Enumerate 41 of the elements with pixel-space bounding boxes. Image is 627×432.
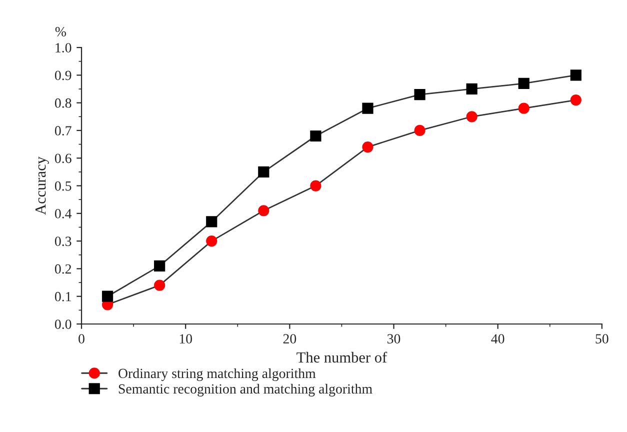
x-tick-label: 50 [596, 334, 608, 344]
x-tick-label: 20 [283, 334, 296, 344]
point [102, 290, 114, 302]
y-tick-label: 0.4 [54, 208, 72, 218]
point [414, 88, 426, 100]
point [310, 180, 322, 192]
y-tick-label: 0.8 [54, 98, 72, 108]
point [518, 78, 530, 90]
x-tick-label: 40 [491, 334, 504, 344]
y-tick-label: 0.6 [54, 154, 72, 164]
x-tick-label: 30 [387, 334, 400, 344]
x-tick-label: 10 [180, 334, 192, 344]
y-tick-label: 0.2 [54, 264, 72, 274]
x-tick-label: 0 [78, 334, 84, 344]
point [362, 141, 374, 153]
y-tick-label: 0.0 [54, 320, 72, 330]
point [518, 102, 530, 114]
y-tick-label: 0.3 [54, 236, 72, 246]
y-axis-title: Accuracy [35, 156, 49, 215]
legend-label: Semantic recognition and matching algorithm [118, 384, 372, 396]
point [154, 260, 166, 272]
text: % [55, 27, 66, 36]
point [414, 124, 426, 136]
x-axis-title: The number of [296, 352, 388, 363]
y-tick-label: 0.9 [54, 70, 72, 80]
y-tick-label: 0.5 [54, 181, 72, 191]
point [570, 94, 582, 106]
legend-label: Ordinary string matching algorithm [118, 368, 316, 381]
point [206, 216, 218, 228]
point [154, 280, 166, 291]
y-tick-label: 0.1 [54, 292, 71, 302]
point [570, 70, 582, 81]
y-tick-label: 1.0 [56, 43, 72, 53]
point [466, 83, 478, 95]
point [466, 111, 478, 122]
point [310, 130, 322, 142]
point [362, 102, 374, 114]
point [206, 236, 218, 247]
y-tick-label: 0.7 [54, 126, 72, 136]
point [258, 205, 270, 216]
point [258, 166, 270, 178]
